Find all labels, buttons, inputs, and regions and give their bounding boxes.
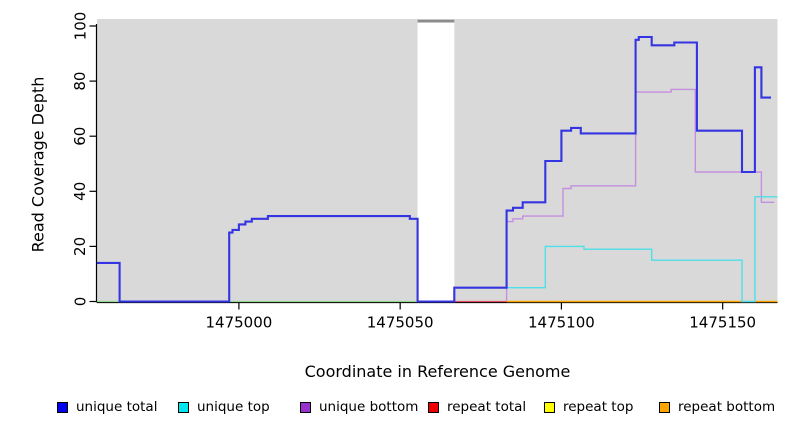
legend-label: repeat bottom xyxy=(678,399,776,415)
legend-item-unique-top: unique top xyxy=(178,399,270,415)
x-tick-label: 1475050 xyxy=(367,314,434,332)
legend-swatch xyxy=(57,401,68,413)
legend-label: repeat total xyxy=(447,399,527,415)
legend-swatch xyxy=(544,401,555,413)
series-unique-top xyxy=(454,196,778,303)
legend-item-unique-total: unique total xyxy=(57,399,157,415)
x-tick-label: 1475100 xyxy=(528,314,595,332)
legend-swatch xyxy=(178,401,189,413)
x-tick-label: 1475150 xyxy=(689,314,756,332)
series-unique-total xyxy=(97,35,771,303)
y-tick-label: 60 xyxy=(71,127,89,146)
legend-swatch xyxy=(428,401,439,413)
legend-label: repeat top xyxy=(563,399,634,415)
legend: unique total unique top unique bottom repea… xyxy=(0,399,792,419)
legend-item-repeat-total: repeat total xyxy=(428,399,526,415)
series-unique-bottom xyxy=(505,88,775,302)
y-tick-label: 0 xyxy=(71,297,89,307)
legend-item-unique-bottom: unique bottom xyxy=(300,399,418,415)
legend-label: unique bottom xyxy=(319,399,419,415)
y-tick-label: 40 xyxy=(71,182,89,201)
legend-item-repeat-bottom: repeat bottom xyxy=(659,399,775,415)
y-tick-label: 80 xyxy=(71,72,89,91)
legend-label: unique top xyxy=(197,399,270,415)
y-axis-title: Read Coverage Depth xyxy=(28,76,48,253)
coverage-gap-band xyxy=(417,14,455,303)
legend-swatch xyxy=(659,401,670,413)
legend-item-repeat-top: repeat top xyxy=(544,399,633,415)
x-tick-label: 1475000 xyxy=(205,314,272,332)
y-tick-label: 20 xyxy=(71,237,89,256)
legend-swatch xyxy=(300,401,311,413)
band-top-cap xyxy=(417,19,455,23)
x-axis-title: Coordinate in Reference Genome xyxy=(304,362,571,381)
legend-label: unique total xyxy=(76,399,158,415)
y-tick-label: 100 xyxy=(71,12,89,41)
